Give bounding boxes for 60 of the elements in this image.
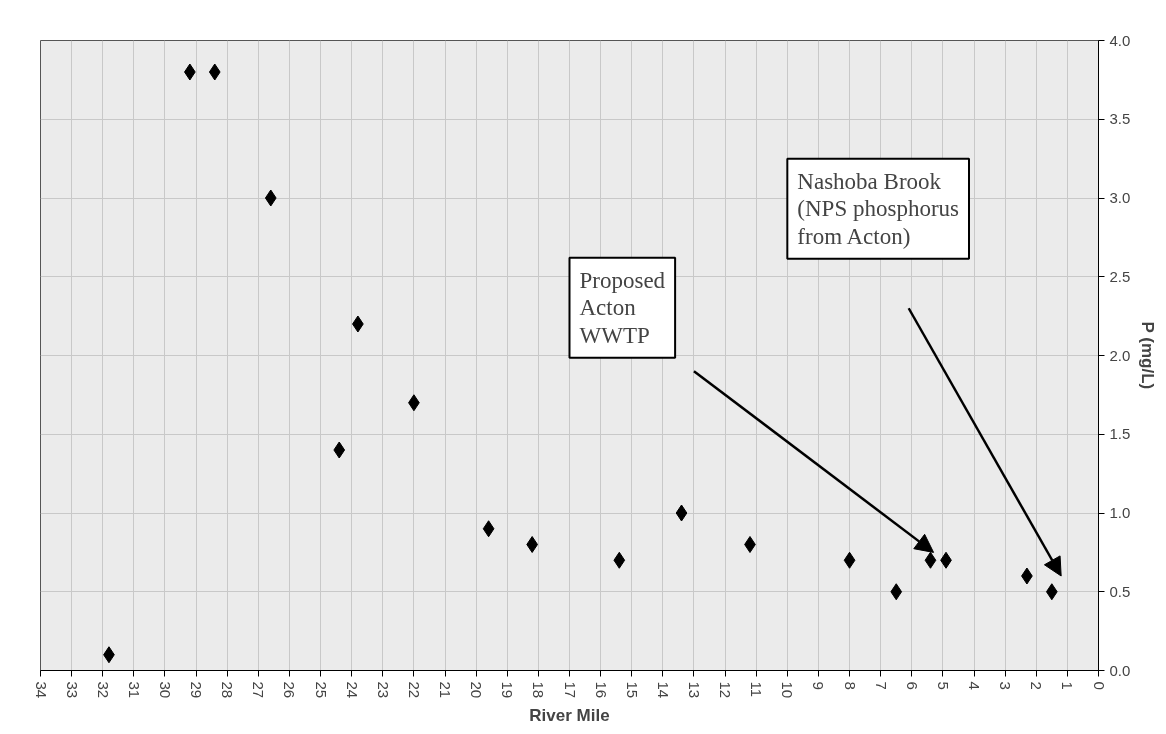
x-tick-label: 31 bbox=[125, 681, 143, 699]
x-tick-label: 24 bbox=[343, 681, 361, 699]
x-tick-label: 6 bbox=[903, 681, 921, 690]
x-tick-label: 9 bbox=[810, 681, 828, 690]
y-tick-label: 2.5 bbox=[1109, 267, 1131, 285]
x-tick-label: 23 bbox=[374, 681, 392, 699]
point bbox=[890, 583, 903, 601]
x-tick-label: 12 bbox=[717, 681, 735, 699]
y-tick-label: 1.0 bbox=[1109, 504, 1131, 521]
x-tick-label: 1 bbox=[1059, 681, 1077, 690]
point bbox=[482, 520, 495, 538]
x-tick-label: 15 bbox=[623, 681, 641, 699]
point bbox=[333, 441, 346, 459]
y-tick-label: 0.0 bbox=[1109, 661, 1131, 679]
x-tick-label: 20 bbox=[468, 681, 486, 699]
y-axis-title: P (mg/L) bbox=[1138, 321, 1158, 390]
x-tick-label: 28 bbox=[219, 681, 237, 699]
x-tick-label: 4 bbox=[966, 681, 984, 690]
y-tick-label: 3.5 bbox=[1109, 110, 1131, 128]
x-tick-label: 7 bbox=[872, 681, 890, 690]
x-tick-label: 19 bbox=[499, 681, 517, 699]
x-tick-label: 8 bbox=[841, 681, 859, 690]
point bbox=[1045, 583, 1058, 601]
x-tick-label: 10 bbox=[779, 681, 797, 699]
x-tick-label: 30 bbox=[156, 681, 174, 699]
x-tick-label: 3 bbox=[997, 681, 1015, 690]
x-tick-label: 5 bbox=[934, 681, 952, 690]
point bbox=[208, 63, 221, 81]
x-tick-label: 13 bbox=[685, 681, 703, 699]
x-tick-label: 34 bbox=[32, 681, 50, 699]
y-tick-label: 3.0 bbox=[1109, 189, 1131, 206]
x-tick-label: 14 bbox=[654, 681, 672, 699]
point bbox=[613, 551, 626, 569]
x-tick-label: 21 bbox=[437, 681, 455, 699]
point bbox=[744, 536, 756, 553]
x-tick-label: 25 bbox=[312, 681, 330, 699]
x-tick-label: 0 bbox=[1090, 681, 1108, 690]
point bbox=[526, 536, 538, 553]
x-tick-label: 29 bbox=[188, 681, 206, 699]
y-tick-label: 4.0 bbox=[1109, 31, 1131, 49]
x-tick-label: 27 bbox=[250, 681, 268, 699]
x-tick-label: 33 bbox=[63, 681, 81, 699]
point bbox=[924, 551, 937, 569]
annotation: Nashoba Brook (NPS phosphorus from Acton) bbox=[797, 168, 960, 249]
x-tick-label: 32 bbox=[94, 681, 112, 699]
x-tick-label: 2 bbox=[1028, 681, 1046, 690]
point bbox=[675, 504, 688, 522]
x-tick-label: 17 bbox=[561, 681, 579, 699]
y-tick-label: 0.5 bbox=[1109, 582, 1131, 600]
x-tick-label: 11 bbox=[748, 681, 766, 698]
x-tick-label: 26 bbox=[281, 681, 299, 699]
x-tick-label: 18 bbox=[530, 681, 548, 699]
y-tick-label: 1.5 bbox=[1109, 425, 1131, 443]
annotation: Proposed Acton WWTP bbox=[579, 267, 666, 348]
point bbox=[264, 189, 277, 207]
x-tick-label: 22 bbox=[405, 681, 423, 699]
point bbox=[843, 551, 856, 569]
y-tick-label: 2.0 bbox=[1109, 346, 1131, 364]
x-tick-label: 16 bbox=[592, 681, 610, 699]
x-axis-title: River Mile bbox=[529, 706, 610, 726]
